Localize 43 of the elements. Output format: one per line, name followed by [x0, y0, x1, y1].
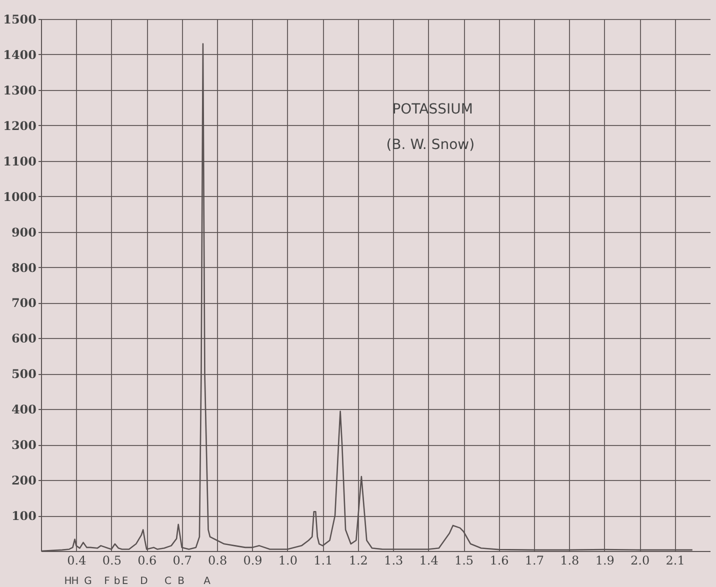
x-tick-label: 1.2: [348, 554, 368, 568]
y-tick-label: 400: [11, 402, 36, 417]
y-tick-label: 1500: [3, 12, 36, 26]
text: C: [164, 576, 172, 587]
text: D: [140, 576, 148, 587]
y-tick-label: 600: [11, 332, 36, 346]
y-tick-label: 1200: [3, 118, 36, 133]
x-tick-label: 1.1: [314, 554, 333, 568]
x-tick-label: 0.6: [138, 554, 157, 568]
text: b: [114, 576, 120, 587]
x-tick-label: 1.0: [278, 554, 298, 568]
text: F: [104, 576, 110, 587]
x-tick-label: 0.8: [208, 554, 228, 568]
y-tick-label: 900: [11, 225, 36, 240]
x-tick-label: 1.9: [595, 554, 614, 568]
text: H: [71, 576, 79, 587]
text: H: [64, 576, 72, 587]
y-tick-label: 300: [11, 438, 36, 452]
x-tick-label: 1.8: [560, 554, 580, 568]
x-tick-label: 0.7: [172, 554, 192, 568]
x-tick-label: 1.3: [384, 554, 404, 568]
x-tick-label: 1.7: [524, 554, 544, 568]
y-tick-label: 1300: [3, 83, 36, 98]
x-tick-label: 1.5: [454, 554, 474, 568]
y-tick-label: 700: [11, 296, 36, 310]
x-tick-label: 1.4: [419, 554, 439, 568]
x-tick-label: 0.5: [102, 554, 122, 568]
y-tick-label: 1000: [3, 190, 36, 204]
x-tick-label: 0.4: [67, 554, 87, 568]
x-tick-label: 2.1: [666, 554, 685, 568]
text: B: [178, 576, 185, 587]
x-tick-label: 2.0: [630, 554, 650, 568]
y-tick-label: 800: [11, 260, 36, 275]
y-tick-label: 1400: [3, 48, 36, 62]
y-tick-label: 500: [11, 367, 36, 382]
y-tick-label: 200: [11, 474, 36, 488]
x-tick-label: 0.9: [243, 554, 262, 568]
x-tick-label: 1.6: [490, 554, 509, 568]
y-tick-label: 1100: [3, 154, 36, 168]
text: E: [122, 576, 128, 587]
text: G: [84, 576, 92, 587]
y-tick-label: 100: [11, 509, 36, 524]
text: A: [204, 576, 211, 587]
